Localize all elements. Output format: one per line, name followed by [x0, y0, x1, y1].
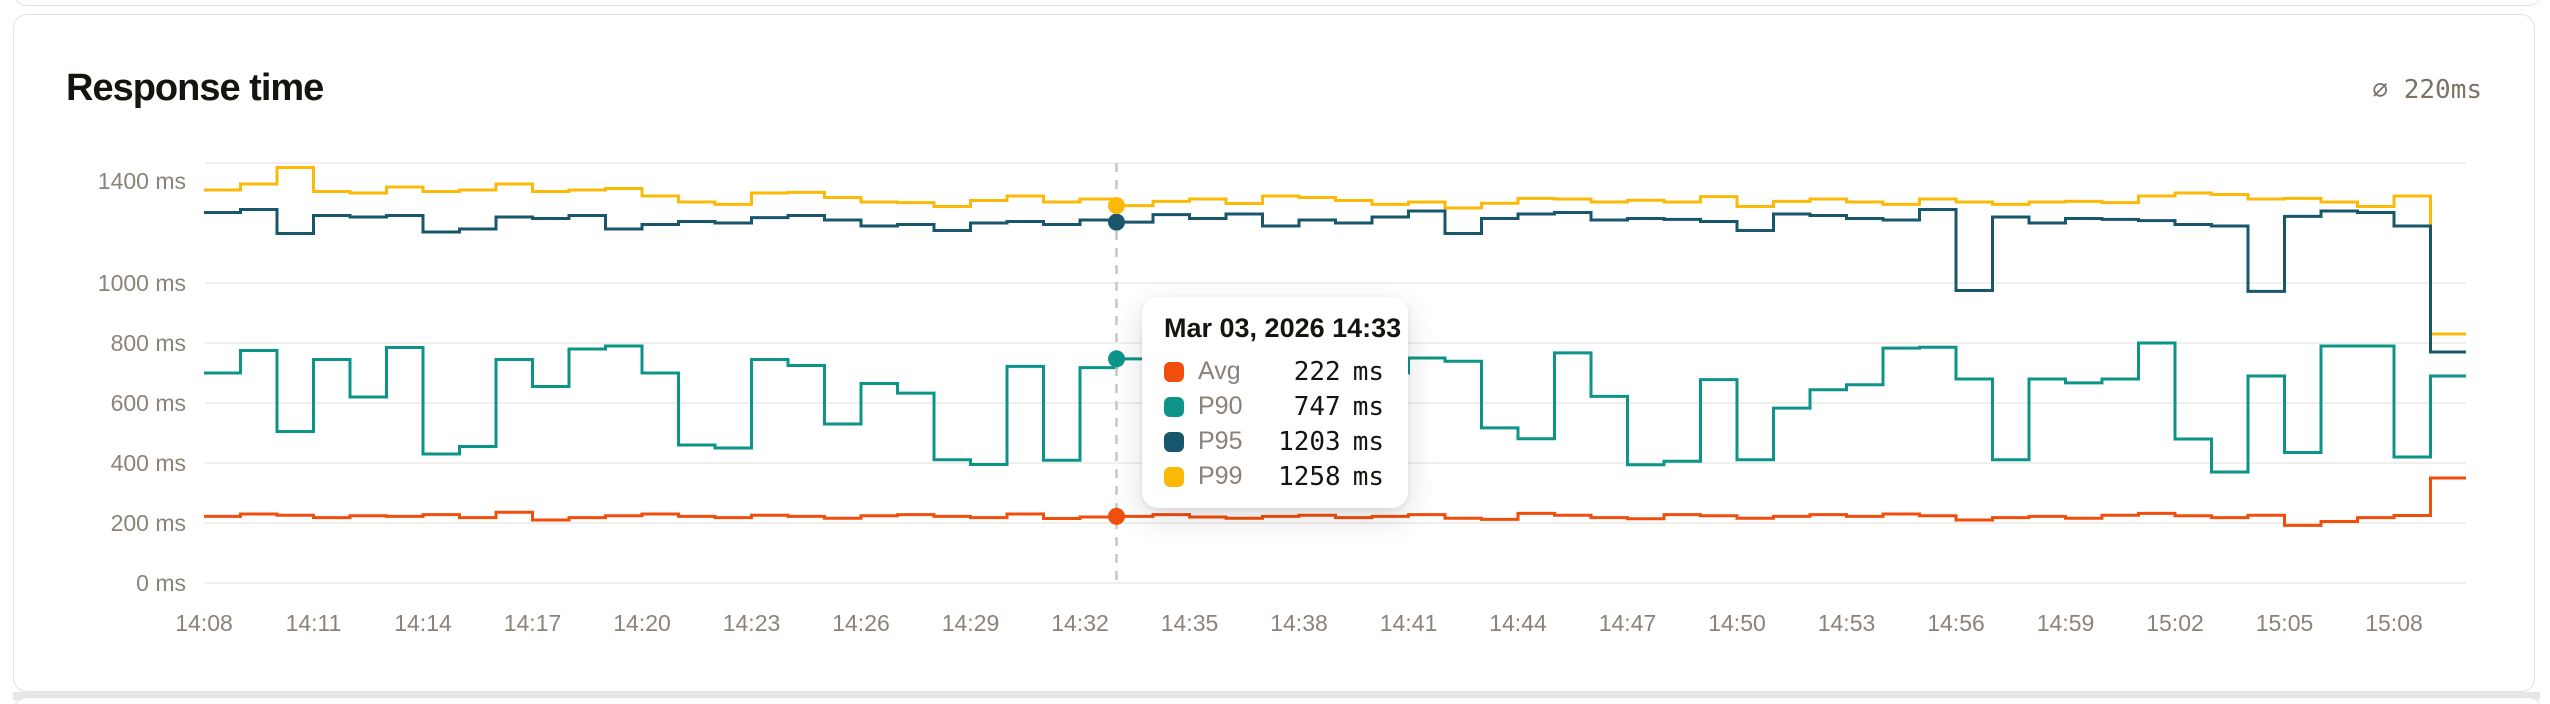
- x-tick-label: 14:53: [1818, 610, 1876, 636]
- series-line-p99: [204, 166, 2466, 336]
- tooltip-row-p90: P90 747 ms: [1164, 389, 1384, 424]
- x-tick-label: 14:23: [723, 610, 781, 636]
- tooltip-unit: ms: [1352, 356, 1384, 387]
- chart-hover-tooltip: Mar 03, 2026 14:33 Avg 222 ms P90 747 ms…: [1142, 297, 1408, 508]
- tooltip-value: 222: [1293, 356, 1341, 387]
- tooltip-value: 747: [1293, 391, 1341, 422]
- tooltip-label: Avg: [1198, 357, 1241, 385]
- x-tick-label: 15:02: [2146, 610, 2204, 636]
- tooltip-timestamp: Mar 03, 2026 14:33: [1164, 313, 1402, 343]
- x-tick-label: 15:08: [2365, 610, 2423, 636]
- x-tick-label: 14:38: [1270, 610, 1328, 636]
- hover-dot-p90: [1108, 350, 1125, 368]
- x-tick-label: 14:56: [1927, 610, 1985, 636]
- hover-dot-avg: [1108, 507, 1125, 525]
- response-time-card: Response time ∅ 220ms: [13, 14, 2535, 692]
- tooltip-unit: ms: [1352, 426, 1384, 457]
- card-gap: [13, 692, 2540, 700]
- hover-dot-p95: [1108, 213, 1125, 231]
- tooltip-unit: ms: [1352, 461, 1384, 492]
- hover-dot-p99: [1108, 197, 1125, 215]
- x-tick-label: 14:59: [2037, 610, 2095, 636]
- average-summary-badge: ∅ 220ms: [2372, 75, 2482, 105]
- p90-series-swatch-icon: [1164, 396, 1184, 417]
- y-tick-label: 400 ms: [111, 450, 186, 476]
- tooltip-label: P95: [1198, 427, 1243, 455]
- tooltip-label: P99: [1198, 462, 1243, 490]
- series-line-avg: [204, 476, 2466, 527]
- x-tick-label: 14:50: [1708, 610, 1766, 636]
- x-tick-label: 14:11: [286, 610, 342, 636]
- y-tick-label: 200 ms: [111, 510, 186, 536]
- y-tick-label: 600 ms: [111, 390, 186, 416]
- x-tick-label: 14:44: [1489, 610, 1547, 636]
- avg-series-swatch-icon: [1164, 361, 1184, 382]
- page-title: Response time: [66, 67, 324, 109]
- y-tick-label: 1000 ms: [98, 270, 186, 296]
- tooltip-row-p95: P95 1203 ms: [1164, 424, 1384, 459]
- tooltip-row-avg: Avg 222 ms: [1164, 354, 1384, 389]
- x-tick-label: 14:20: [613, 610, 671, 636]
- x-tick-label: 14:41: [1380, 610, 1438, 636]
- tooltip-value: 1203: [1278, 426, 1341, 457]
- y-tick-label: 0 ms: [136, 570, 186, 596]
- x-tick-label: 14:47: [1599, 610, 1657, 636]
- x-tick-label: 14:32: [1051, 610, 1109, 636]
- x-tick-label: 14:26: [832, 610, 890, 636]
- x-tick-label: 15:05: [2256, 610, 2314, 636]
- next-card-edge: [13, 697, 2542, 704]
- x-tick-label: 14:29: [942, 610, 1000, 636]
- series-line-p95: [204, 208, 2466, 354]
- tooltip-row-p99: P99 1258 ms: [1164, 459, 1384, 494]
- x-tick-label: 14:35: [1161, 610, 1219, 636]
- y-tick-label: 1400 ms: [98, 168, 186, 194]
- tooltip-value: 1258: [1278, 461, 1341, 492]
- y-tick-label: 800 ms: [111, 330, 186, 356]
- x-tick-label: 14:17: [504, 610, 562, 636]
- tooltip-label: P90: [1198, 392, 1243, 420]
- x-tick-label: 14:08: [175, 610, 233, 636]
- tooltip-unit: ms: [1352, 391, 1384, 422]
- x-tick-label: 14:14: [394, 610, 452, 636]
- p99-series-swatch-icon: [1164, 466, 1184, 487]
- p95-series-swatch-icon: [1164, 431, 1184, 452]
